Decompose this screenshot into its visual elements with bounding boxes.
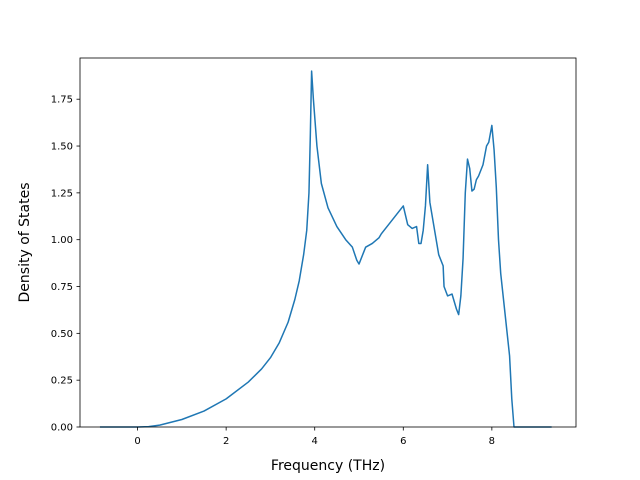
x-tick-label: 6	[400, 436, 406, 447]
y-tick-label: 0.00	[51, 423, 73, 434]
y-tick-label: 0.50	[51, 329, 73, 340]
ticks-layer: 0 2 4 6 8 0.00 0.25 0.50 0.75 1.00 1.25 1.50 1.75	[51, 95, 495, 447]
y-tick-label: 0.75	[51, 282, 73, 293]
x-tick-label: 0	[134, 436, 140, 447]
x-tick-label: 2	[223, 436, 229, 447]
axes-frame	[79, 57, 577, 428]
x-tick-label: 4	[312, 436, 318, 447]
y-axis-label: Density of States	[17, 183, 33, 303]
x-axis-label: Frequency (THz)	[271, 458, 385, 474]
plot-layer	[99, 70, 552, 428]
y-tick-label: 1.75	[51, 95, 73, 106]
dos-series-line	[99, 70, 552, 428]
x-tick-label: 8	[489, 436, 495, 447]
y-tick-label: 1.00	[51, 235, 73, 246]
y-tick-label: 1.25	[51, 188, 73, 199]
y-tick-label: 0.25	[51, 376, 73, 387]
y-tick-label: 1.50	[51, 142, 73, 153]
